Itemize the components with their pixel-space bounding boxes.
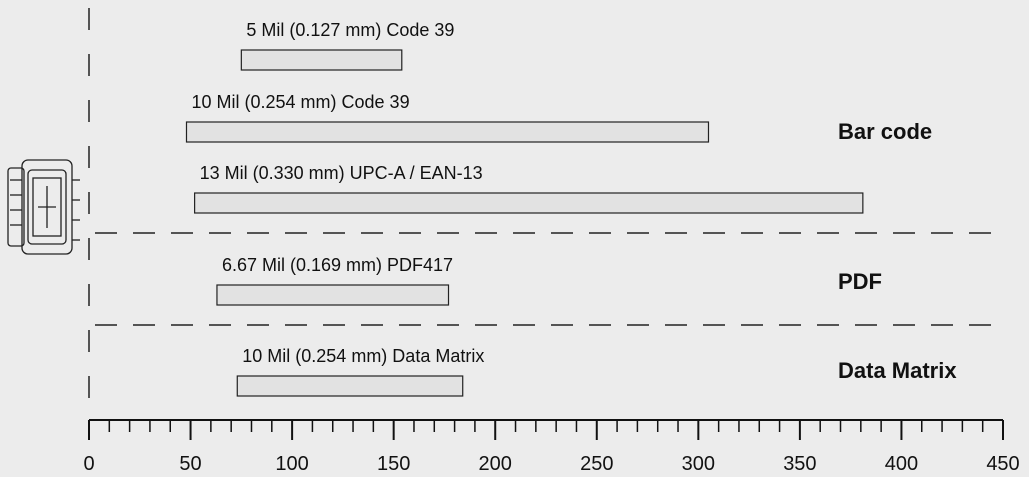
bar-label: 10 Mil (0.254 mm) Code 39: [191, 92, 409, 112]
scanner-icon: [8, 160, 80, 254]
range-bar: [186, 122, 708, 142]
x-tick-label: 50: [179, 453, 201, 475]
x-tick-label: 200: [479, 453, 512, 475]
x-tick-label: 100: [275, 453, 308, 475]
x-tick-label: 0: [83, 453, 94, 475]
range-bar: [237, 376, 462, 396]
bar-label: 5 Mil (0.127 mm) Code 39: [246, 20, 454, 40]
range-bar: [217, 285, 449, 305]
bar-label: 6.67 Mil (0.169 mm) PDF417: [222, 255, 453, 275]
x-tick-label: 400: [885, 453, 918, 475]
bar-label: 13 Mil (0.330 mm) UPC-A / EAN-13: [200, 163, 483, 183]
x-tick-label: 450: [986, 453, 1019, 475]
x-tick-label: 150: [377, 453, 410, 475]
range-bar: [195, 193, 863, 213]
group-label: PDF: [838, 269, 882, 294]
x-tick-label: 300: [682, 453, 715, 475]
x-tick-label: 250: [580, 453, 613, 475]
bar-label: 10 Mil (0.254 mm) Data Matrix: [242, 346, 484, 366]
page: 0 50 100 150 200 250 300 350 400 450 Bar code 5 Mil…: [0, 0, 1029, 477]
group-label: Data Matrix: [838, 358, 957, 383]
group-label: Bar code: [838, 119, 932, 144]
chart: 0 50 100 150 200 250 300 350 400 450 Bar code 5 Mil…: [0, 0, 1029, 477]
range-bar: [241, 50, 401, 70]
x-tick-label: 350: [783, 453, 816, 475]
